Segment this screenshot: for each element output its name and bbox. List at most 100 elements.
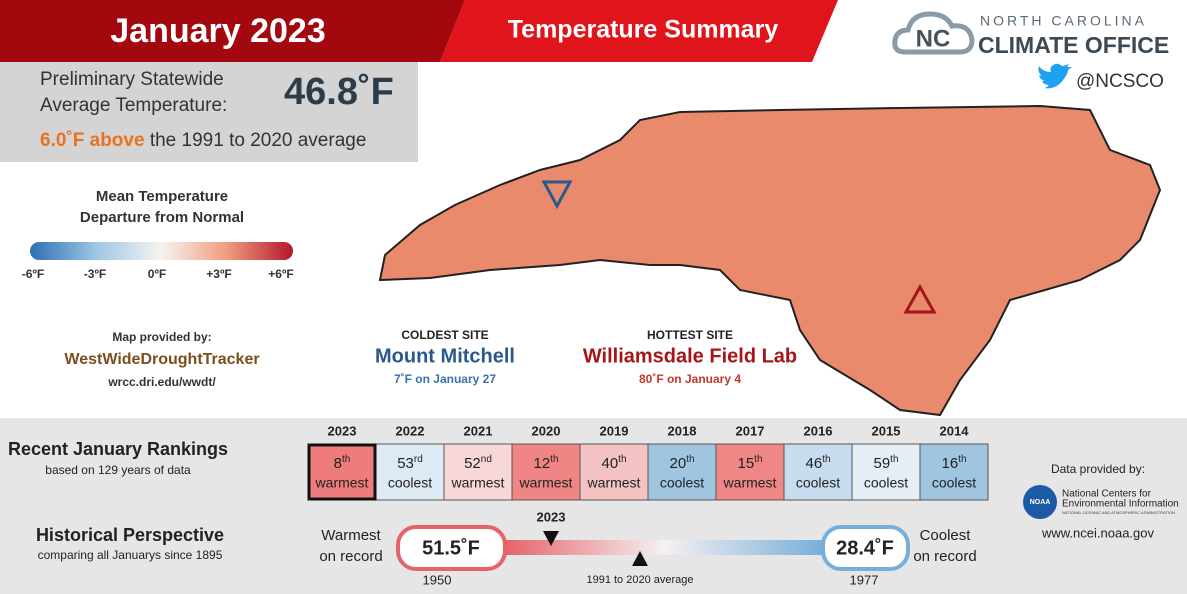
logo-text: NC: [916, 25, 951, 52]
rank-number: 46: [805, 455, 822, 472]
record-year: 1950: [423, 572, 452, 587]
site-detail: 80˚F on January 4: [639, 372, 741, 386]
record-label: Coolest: [920, 527, 972, 544]
rank-suffix: th: [754, 454, 762, 465]
subtitle-band: [440, 0, 838, 62]
rankings-title: Recent January Rankings: [8, 439, 228, 459]
rank-number: 52: [464, 455, 481, 472]
statewide-label: Preliminary Statewide: [40, 69, 224, 90]
rank-cell: [375, 443, 445, 501]
legend-bar: [30, 242, 293, 260]
legend-title: Departure from Normal: [80, 209, 244, 226]
rank: 12th: [533, 454, 558, 472]
year-header: 2016: [804, 423, 833, 438]
coldest-marker: [541, 180, 573, 210]
rank: 15th: [737, 454, 762, 472]
rank-cell: [783, 443, 853, 501]
year-header: 2018: [668, 423, 697, 438]
state-map: [378, 104, 1162, 417]
year-header: 2017: [736, 423, 765, 438]
anomaly-line: 6.0˚F above the 1991 to 2020 average: [40, 130, 366, 151]
site-label: HOTTEST SITE: [647, 328, 733, 342]
rank-number: 59: [873, 455, 890, 472]
rank-number: 20: [669, 455, 686, 472]
current-label: 2023: [537, 509, 566, 524]
rank-label: warmest: [587, 475, 641, 491]
legend-tick-label: +3ºF: [206, 267, 231, 281]
warmest-box: [396, 525, 507, 571]
rank-label: warmest: [723, 475, 777, 491]
rank-number: 53: [397, 455, 414, 472]
statewide-box: [0, 62, 418, 162]
coolest-box: [821, 525, 910, 571]
legend-tick-label: +6ºF: [268, 267, 293, 281]
record-label: on record: [913, 548, 976, 565]
org-line: NORTH CAROLINA: [980, 13, 1147, 29]
credit-name: WestWideDroughtTracker: [64, 351, 259, 368]
record-label: Warmest: [321, 527, 381, 544]
rank: 8th: [334, 454, 351, 472]
subtitle: Temperature Summary: [508, 16, 779, 44]
rank-number: 40: [601, 455, 618, 472]
average-marker: [632, 551, 648, 566]
year-header: 2019: [600, 423, 629, 438]
rank: 20th: [669, 454, 694, 472]
current-year-outline: [307, 443, 377, 501]
credit-label: Map provided by:: [112, 330, 211, 344]
data-credit-url: www.ncei.noaa.gov: [1041, 525, 1155, 540]
anomaly: 6.0˚F above: [40, 130, 145, 151]
twitter-icon: [1038, 63, 1072, 89]
rank-suffix: th: [822, 454, 830, 465]
data-credit-label: Data provided by:: [1051, 462, 1145, 476]
historical-bar: [505, 540, 823, 555]
coolest-value: 28.4˚F: [836, 536, 894, 559]
credit-url: wrcc.dri.edu/wwdt/: [107, 375, 216, 389]
rank-label: coolest: [864, 475, 908, 491]
noaa-logo: [1023, 485, 1057, 519]
rank-suffix: th: [686, 454, 694, 465]
anomaly-text: the 1991 to 2020 average: [145, 130, 367, 151]
record-label: on record: [319, 548, 382, 565]
year-header: 2020: [532, 423, 561, 438]
header-band: [0, 0, 465, 62]
org-line: CLIMATE OFFICE: [978, 32, 1169, 58]
rank-label: coolest: [932, 475, 976, 491]
average-label: 1991 to 2020 average: [586, 574, 693, 586]
year-header: 2015: [872, 423, 901, 438]
rankings-table: 20238thwarmest202253rdcoolest202152ndwar…: [307, 423, 989, 501]
rank-suffix: nd: [481, 454, 492, 465]
rank-label: warmest: [519, 475, 573, 491]
rank: 40th: [601, 454, 626, 472]
rank-cell: [511, 443, 581, 501]
legend-tick-label: -6ºF: [22, 267, 44, 281]
legend-ticks: -6ºF -3ºF 0ºF +3ºF +6ºF: [22, 267, 294, 281]
year-header: 2021: [464, 423, 493, 438]
rank: 52nd: [464, 454, 492, 472]
statewide-value: 46.8˚F: [284, 71, 394, 113]
rank-suffix: th: [550, 454, 558, 465]
rank-cell: [647, 443, 717, 501]
legend-tick-label: -3ºF: [84, 267, 106, 281]
rank-suffix: rd: [414, 454, 423, 465]
rank-label: warmest: [315, 475, 369, 491]
historical-title: Historical Perspective: [36, 525, 224, 545]
warmest-value: 51.5˚F: [422, 536, 480, 559]
noaa-logo-text: NOAA: [1030, 499, 1051, 506]
rank-label: coolest: [796, 475, 840, 491]
rank-cell: [443, 443, 513, 501]
legend-title: Mean Temperature: [96, 188, 228, 205]
hottest-marker: [903, 283, 937, 314]
rank-label: coolest: [388, 475, 432, 491]
rank-label: coolest: [660, 475, 704, 491]
twitter-handle: @NCSCO: [1076, 71, 1164, 92]
rank: 59th: [873, 454, 898, 472]
statewide-label: Average Temperature:: [40, 95, 227, 116]
rank-suffix: th: [342, 454, 350, 465]
rank-label: warmest: [451, 475, 505, 491]
rank-cell: [307, 443, 377, 501]
rank: 16th: [941, 454, 966, 472]
year-header: 2023: [328, 423, 357, 438]
title: January 2023: [110, 12, 326, 50]
